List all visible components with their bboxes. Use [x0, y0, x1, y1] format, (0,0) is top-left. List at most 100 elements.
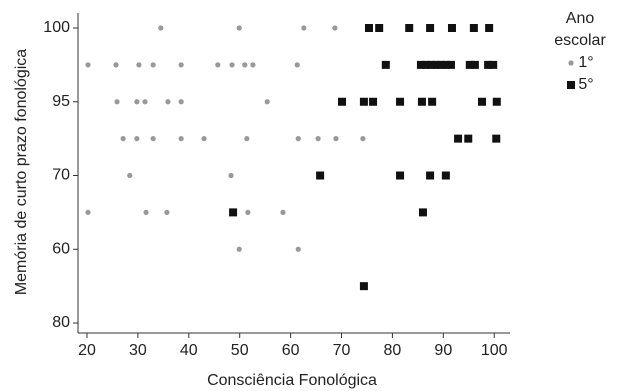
legend-items: 1° 5°	[548, 52, 612, 96]
legend-marker	[568, 60, 574, 66]
point	[427, 60, 436, 69]
point	[143, 209, 149, 215]
point	[432, 60, 441, 69]
point	[120, 136, 126, 142]
legend: Ano escolar 1° 5°	[548, 8, 612, 96]
point	[417, 97, 426, 106]
point	[441, 171, 450, 180]
point	[441, 60, 450, 69]
point	[215, 62, 221, 68]
point	[178, 99, 184, 105]
point	[242, 62, 248, 68]
point	[446, 60, 455, 69]
x-tick-label: 40	[180, 342, 198, 359]
point	[470, 60, 479, 69]
point	[245, 209, 251, 215]
point	[492, 134, 501, 143]
point	[236, 25, 242, 31]
point	[150, 62, 156, 68]
legend-title: Ano escolar	[554, 10, 606, 49]
legend-label: 1°	[578, 54, 594, 71]
point	[464, 134, 473, 143]
x-tick-label: 20	[78, 342, 96, 359]
point	[295, 246, 301, 252]
point	[428, 97, 437, 106]
x-tick-label: 100	[481, 342, 508, 359]
point	[244, 136, 250, 142]
point	[264, 99, 270, 105]
point	[127, 172, 133, 179]
point	[359, 282, 368, 291]
point	[332, 25, 338, 31]
point	[359, 97, 368, 106]
y-tick-label: 100	[43, 19, 70, 36]
point	[114, 99, 120, 105]
point	[485, 24, 494, 33]
point	[364, 24, 373, 33]
x-tick-label: 90	[434, 342, 452, 359]
point	[315, 136, 321, 142]
legend-item: 5°	[548, 74, 612, 96]
point	[134, 99, 140, 105]
point	[142, 99, 148, 105]
y-tick-label: 70	[52, 167, 70, 184]
y-axis-label: Memória de curto prazo fonológica	[13, 49, 30, 295]
point	[301, 25, 307, 31]
point	[201, 136, 207, 142]
point	[447, 24, 456, 33]
point	[375, 24, 384, 33]
point	[85, 209, 91, 215]
legend-swatch	[568, 60, 574, 66]
point	[454, 134, 463, 143]
point	[136, 62, 142, 68]
point	[295, 136, 301, 142]
point	[178, 62, 184, 68]
point	[178, 136, 184, 142]
point	[436, 60, 445, 69]
point	[229, 62, 235, 68]
x-tick-label: 70	[333, 342, 351, 359]
point	[236, 246, 242, 252]
x-axis-label: Consciência Fonológica	[207, 372, 377, 389]
point	[360, 136, 366, 142]
point	[489, 60, 498, 69]
legend-swatch	[567, 81, 576, 89]
point	[113, 62, 119, 68]
point	[294, 62, 300, 68]
legend-label: 5°	[578, 76, 594, 93]
point	[478, 97, 487, 106]
point	[469, 24, 478, 33]
point	[369, 97, 378, 106]
point	[396, 97, 405, 106]
point	[338, 97, 347, 106]
point	[229, 208, 238, 217]
point	[416, 60, 425, 69]
x-tick-label: 50	[231, 342, 249, 359]
point	[150, 136, 156, 142]
x-tick-label: 80	[384, 342, 402, 359]
point	[228, 172, 234, 179]
point	[418, 208, 427, 217]
point	[465, 60, 474, 69]
point	[405, 24, 414, 33]
point	[484, 60, 493, 69]
x-tick-label: 60	[282, 342, 300, 359]
point	[381, 60, 390, 69]
point	[165, 99, 171, 105]
x-tick-label: 30	[129, 342, 147, 359]
legend-marker	[567, 81, 576, 89]
point	[333, 136, 339, 142]
y-tick-label: 80	[52, 314, 70, 331]
point	[280, 209, 286, 215]
legend-item: 1°	[548, 52, 612, 74]
y-tick-label: 60	[52, 240, 70, 257]
point	[422, 60, 431, 69]
point	[164, 209, 170, 215]
point	[492, 97, 501, 106]
point	[250, 62, 256, 68]
point	[316, 171, 325, 180]
point	[158, 25, 164, 31]
point	[396, 171, 405, 180]
